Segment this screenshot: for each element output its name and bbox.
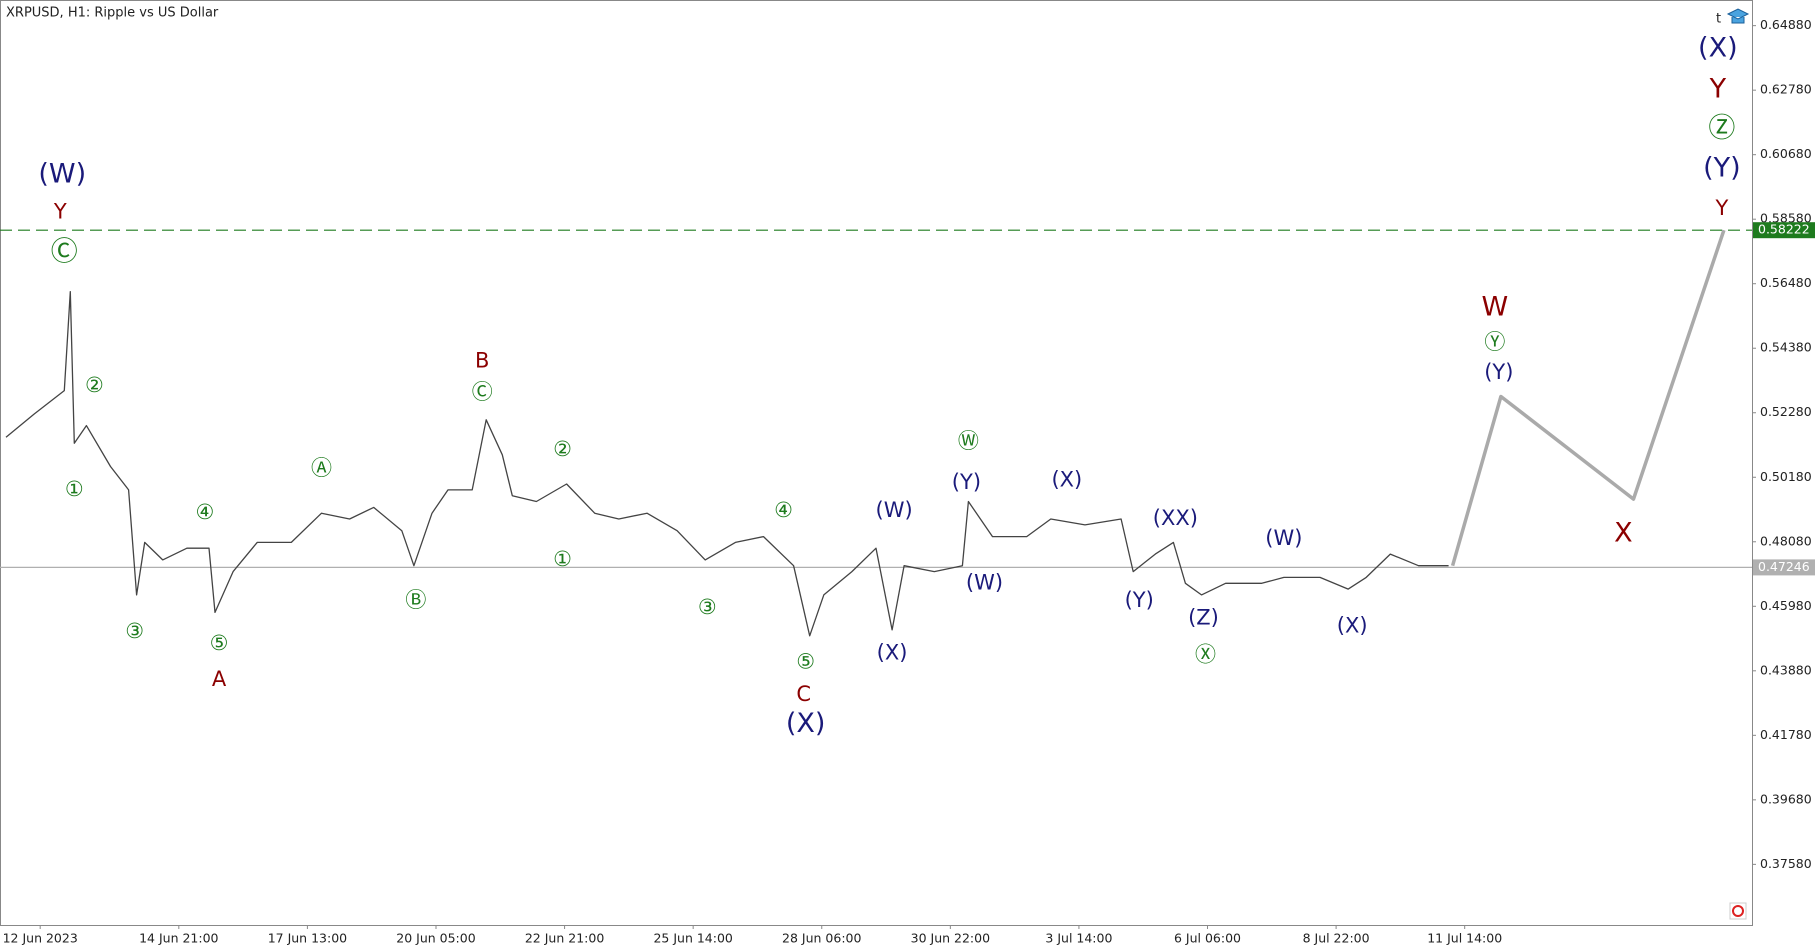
wave-label: ① [65,477,84,501]
x-tick-label: 6 Jul 06:00 [1174,931,1241,946]
wave-label: (Y) [952,470,981,494]
price-label: 0.47246 [1758,559,1810,574]
wave-label: Ⓦ [958,429,979,453]
wave-label: ② [553,437,572,461]
wave-label: ⑤ [210,631,229,655]
wave-label: ③ [125,619,144,643]
x-tick-label: 22 Jun 21:00 [525,931,604,946]
wave-label: Ⓒ [472,380,493,404]
wave-label: (Y) [1484,360,1513,384]
y-tick-label: 0.54380 [1760,340,1812,355]
wave-label: (Y) [1703,153,1741,184]
wave-label: Ⓑ [405,588,426,612]
y-tick-label: 0.50180 [1760,469,1812,484]
wave-label: (W) [38,158,86,189]
y-tick-label: 0.48080 [1760,533,1812,548]
plot-frame [0,0,1753,926]
wave-label: Y [1709,73,1727,104]
wave-label: X [1614,518,1633,549]
wave-label: A [212,667,227,691]
wave-label: (W) [1265,526,1302,550]
y-tick-label: 0.39680 [1760,791,1812,806]
x-tick-label: 20 Jun 05:00 [396,931,475,946]
y-tick-label: 0.43880 [1760,662,1812,677]
y-tick-label: 0.64880 [1760,17,1812,32]
y-tick-label: 0.45980 [1760,598,1812,613]
wave-label: (X) [1337,613,1368,637]
icon-cap [1726,8,1750,24]
wave-label: ③ [698,595,717,619]
wave-label: (Y) [1125,588,1154,612]
wave-label: (W) [966,570,1003,594]
wave-label: Ⓨ [1484,330,1505,354]
y-tick-label: 0.37580 [1760,856,1812,871]
price-label-box [1753,559,1815,576]
wave-label: B [475,348,489,372]
wave-label: C [796,682,811,706]
wave-label: ④ [196,500,215,524]
y-tick-label: 0.62780 [1760,82,1812,97]
y-tick-label: 0.41780 [1760,727,1812,742]
wave-label: (X) [1698,33,1738,64]
price-label-box [1753,222,1815,239]
x-tick-label: 3 Jul 14:00 [1045,931,1112,946]
wave-label: Ⓧ [1195,642,1216,666]
x-tick-label: 14 Jun 21:00 [139,931,218,946]
wave-label: ⑤ [796,650,815,674]
close-icon-glyph [1732,905,1744,917]
x-tick-label: 17 Jun 13:00 [268,931,347,946]
price-path [1450,229,1726,567]
wave-label: Ⓐ [311,456,332,480]
price-label: 0.58222 [1758,222,1810,237]
y-tick-label: 0.60680 [1760,146,1812,161]
y-tick-label: 0.58580 [1760,211,1812,226]
toolbar-icon[interactable]: t [1716,8,1750,27]
wave-label: W [1481,291,1508,322]
x-tick-label: 8 Jul 22:00 [1303,931,1370,946]
wave-label: ④ [774,498,793,522]
wave-label: Ⓩ [1708,113,1735,144]
y-tick-label: 0.52280 [1760,404,1812,419]
wave-label: ① [553,547,572,571]
wave-label: Y [1714,196,1728,220]
wave-label: (W) [876,498,913,522]
wave-label: (XX) [1153,506,1198,530]
wave-label: Y [53,199,67,223]
icon-letter: t [1716,12,1721,27]
wave-label: Ⓒ [51,236,78,267]
y-tick-label: 0.56480 [1760,275,1812,290]
x-tick-label: 30 Jun 22:00 [911,931,990,946]
wave-label: ② [85,373,104,397]
x-tick-label: 25 Jun 14:00 [653,931,732,946]
wave-label: (X) [1051,468,1082,492]
chart-title: XRPUSD, H1: Ripple vs US Dollar [6,6,219,21]
wave-label: (Z) [1188,605,1219,629]
x-tick-label: 28 Jun 06:00 [782,931,861,946]
x-tick-label: 12 Jun 2023 [3,931,78,946]
wave-label: (X) [877,640,908,664]
x-tick-label: 11 Jul 14:00 [1427,931,1502,946]
price-path [5,291,1449,637]
wave-label: (X) [786,708,826,739]
